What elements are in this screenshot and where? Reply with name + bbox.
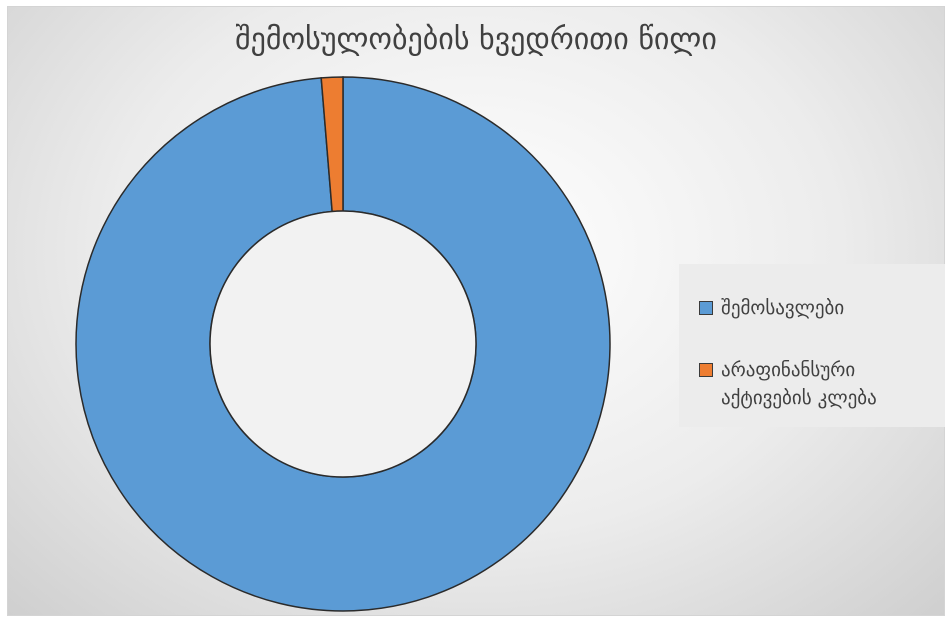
- chart-title: შემოსულობების ხვედრითი წილი: [235, 22, 717, 57]
- legend-swatch-nonfinancial-assets: [699, 363, 713, 377]
- donut-slices: [75, 76, 611, 612]
- legend-label-revenues: შემოსავლები: [721, 297, 845, 319]
- legend-item-nonfinancial-assets: არაფინანსური აქტივების კლება: [699, 356, 941, 412]
- legend: შემოსავლები არაფინანსური აქტივების კლება: [679, 264, 945, 427]
- legend-label-nonfinancial-assets: არაფინანსური აქტივების კლება: [721, 359, 877, 409]
- legend-item-revenues: შემოსავლები: [699, 294, 941, 322]
- legend-swatch-revenues: [699, 301, 713, 315]
- donut-hole: [209, 210, 477, 478]
